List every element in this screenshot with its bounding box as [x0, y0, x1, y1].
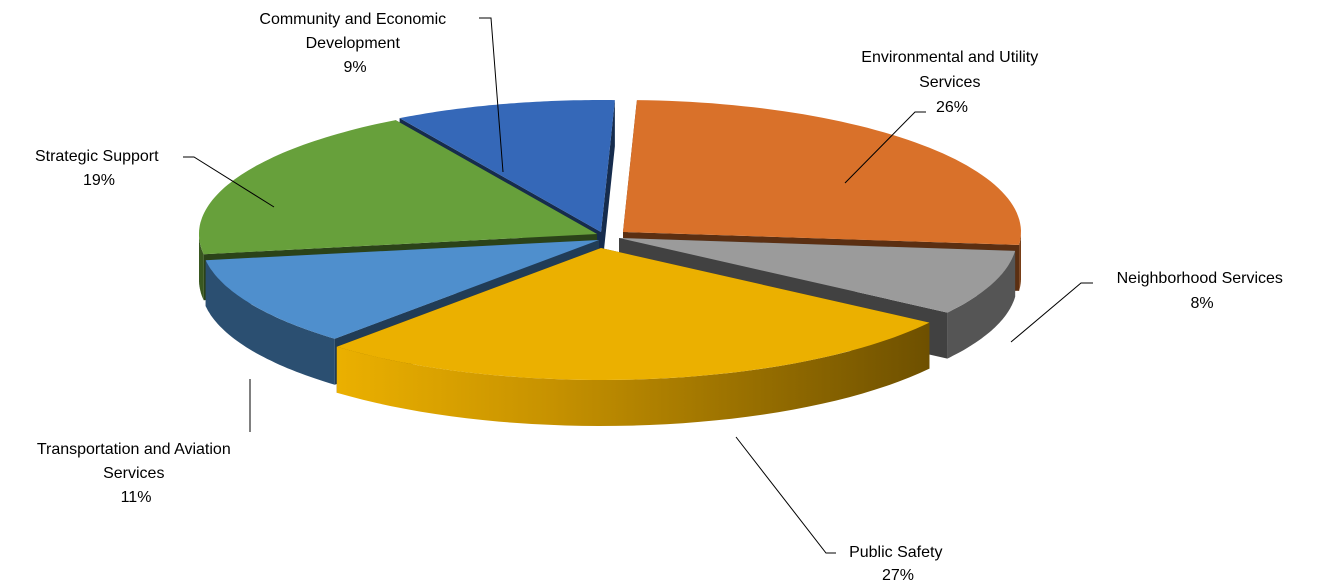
leader-line-community	[479, 17, 504, 173]
slice-pct-strategic: 19%	[83, 172, 115, 189]
slice-label-neighborhood: Neighborhood Services 8%	[1117, 270, 1288, 312]
pie-slice-transportation-top	[205, 240, 599, 339]
leader-line-public-safety	[735, 436, 836, 554]
slice-label-strategic-line1: Strategic Support	[35, 148, 159, 165]
pie-slice-environmental-top	[623, 100, 1021, 245]
slice-label-public-safety-line1: Public Safety	[849, 544, 942, 561]
slice-label-community: Community and Economic Development 9%	[259, 11, 450, 76]
slice-label-strategic: Strategic Support 19%	[35, 148, 163, 189]
pie-slice-environmental-rim-1	[1019, 232, 1021, 291]
pie-slice-public-safety-rim-1	[336, 322, 930, 426]
slice-label-transportation: Transportation and Aviation Services 11%	[37, 441, 235, 506]
pie-slice-community-wall-2	[601, 100, 615, 278]
slice-pct-community: 9%	[343, 59, 366, 76]
pie-slice-transportation-rim-1	[205, 260, 335, 385]
slice-pct-transportation: 11%	[121, 489, 152, 506]
slice-label-transportation-line1: Transportation and Aviation	[37, 441, 231, 458]
slice-pct-neighborhood: 8%	[1190, 295, 1213, 312]
slice-label-transportation-line2: Services	[103, 465, 164, 482]
slice-label-neighborhood-line1: Neighborhood Services	[1117, 270, 1283, 287]
pie-slice-strategic-top	[199, 120, 597, 255]
slice-label-environmental-line2: Services	[919, 74, 980, 91]
slice-label-environmental: Environmental and Utility Services 26%	[861, 49, 1042, 116]
leader-line-strategic	[183, 156, 275, 208]
slice-label-community-line2: Development	[306, 35, 401, 52]
pie-slice-neighborhood-top	[619, 238, 1016, 313]
slice-label-public-safety: Public Safety 27%	[849, 544, 947, 584]
slice-label-environmental-line1: Environmental and Utility	[861, 49, 1038, 66]
slice-pct-public-safety: 27%	[882, 567, 914, 584]
pie-slice-community-top	[399, 100, 615, 232]
pie-slice-strategic-rim-1	[199, 234, 204, 301]
slice-label-community-line1: Community and Economic	[259, 11, 446, 28]
slice-pct-environmental: 26%	[936, 99, 968, 116]
leader-line-environmental	[844, 111, 926, 184]
pie-slice-neighborhood-rim-1	[947, 250, 1016, 359]
pie-slice-public-safety	[336, 248, 930, 426]
leader-line-neighborhood	[1010, 282, 1093, 343]
pie-slice-public-safety-top	[336, 248, 930, 380]
